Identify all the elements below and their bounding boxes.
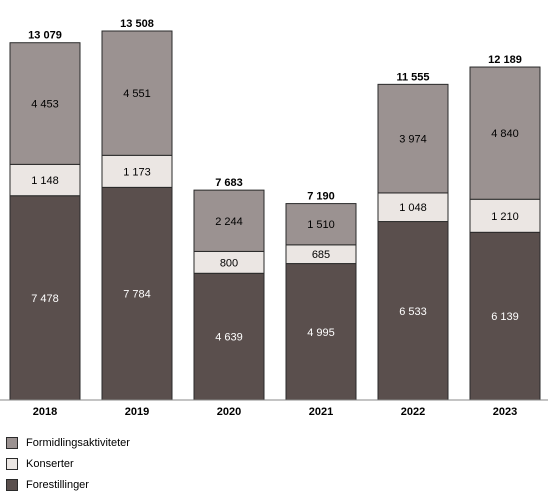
bar-konserter-2023 bbox=[469, 198, 541, 233]
total-label-2021: 7 190 bbox=[307, 191, 335, 203]
bar-forestillinger-2018 bbox=[9, 195, 81, 401]
data-label-formidlingsaktiviteter-2018: 4 453 bbox=[31, 99, 59, 111]
data-label-forestillinger-2018: 7 478 bbox=[31, 293, 59, 305]
x-tick-label-2019: 2019 bbox=[125, 406, 149, 418]
data-label-formidlingsaktiviteter-2023: 4 840 bbox=[491, 128, 519, 140]
data-label-forestillinger-2021: 4 995 bbox=[307, 327, 335, 339]
x-tick-label-2022: 2022 bbox=[401, 406, 425, 418]
bar-forestillinger-2021 bbox=[285, 263, 357, 401]
bar-formidlingsaktiviteter-2018 bbox=[9, 42, 81, 165]
x-tick-label-2020: 2020 bbox=[217, 406, 241, 418]
legend-label-forestillinger: Forestillinger bbox=[26, 478, 89, 491]
legend-label-formidlingsaktiviteter: Formidlingsaktiviteter bbox=[26, 436, 130, 449]
legend-item-forestillinger: Forestillinger bbox=[6, 474, 130, 495]
data-label-formidlingsaktiviteter-2021: 1 510 bbox=[307, 219, 335, 231]
data-label-konserter-2022: 1 048 bbox=[399, 202, 427, 214]
bar-forestillinger-2022 bbox=[377, 221, 449, 401]
bar-formidlingsaktiviteter-2019 bbox=[101, 30, 173, 156]
legend-swatch-konserter bbox=[6, 457, 18, 470]
total-label-2022: 11 555 bbox=[396, 71, 429, 83]
data-label-konserter-2021: 685 bbox=[312, 249, 330, 261]
legend-item-formidlingsaktiviteter: Formidlingsaktiviteter bbox=[6, 432, 130, 453]
data-label-konserter-2023: 1 210 bbox=[491, 211, 519, 223]
data-label-forestillinger-2022: 6 533 bbox=[399, 306, 427, 318]
data-label-formidlingsaktiviteter-2022: 3 974 bbox=[399, 134, 427, 146]
x-tick-label-2023: 2023 bbox=[493, 406, 517, 418]
bar-formidlingsaktiviteter-2020 bbox=[193, 189, 265, 252]
bar-konserter-2019 bbox=[101, 154, 173, 188]
legend: Formidlingsaktiviteter Konserter Foresti… bbox=[6, 432, 130, 495]
legend-label-konserter: Konserter bbox=[26, 457, 74, 470]
bar-forestillinger-2023 bbox=[469, 231, 541, 401]
data-label-forestillinger-2020: 4 639 bbox=[215, 332, 243, 344]
bar-formidlingsaktiviteter-2021 bbox=[285, 203, 357, 246]
total-label-2019: 13 508 bbox=[120, 18, 154, 30]
legend-swatch-forestillinger bbox=[6, 478, 18, 491]
bar-formidlingsaktiviteter-2022 bbox=[377, 83, 449, 194]
bar-formidlingsaktiviteter-2023 bbox=[469, 66, 541, 200]
data-label-konserter-2020: 800 bbox=[220, 257, 238, 269]
x-tick-label-2021: 2021 bbox=[309, 406, 333, 418]
bar-forestillinger-2019 bbox=[101, 186, 173, 401]
stacked-bar-chart: 7 478 1 148 4 453 13 079 2018 7 784 1 173 4 551… bbox=[0, 18, 548, 418]
total-label-2020: 7 683 bbox=[215, 177, 243, 189]
data-label-formidlingsaktiviteter-2020: 2 244 bbox=[215, 216, 243, 228]
total-label-2018: 13 079 bbox=[28, 30, 62, 42]
data-label-forestillinger-2023: 6 139 bbox=[491, 311, 519, 323]
legend-swatch-formidlingsaktiviteter bbox=[6, 436, 18, 449]
x-tick-label-2018: 2018 bbox=[33, 406, 57, 418]
data-label-konserter-2019: 1 173 bbox=[123, 166, 151, 178]
bars-group: 7 478 1 148 4 453 13 079 2018 7 784 1 173 4 551… bbox=[9, 18, 541, 418]
bar-konserter-2018 bbox=[9, 163, 81, 197]
total-label-2023: 12 189 bbox=[488, 54, 522, 66]
data-label-forestillinger-2019: 7 784 bbox=[123, 289, 151, 301]
data-label-konserter-2018: 1 148 bbox=[31, 175, 59, 187]
data-label-formidlingsaktiviteter-2019: 4 551 bbox=[123, 88, 151, 100]
legend-item-konserter: Konserter bbox=[6, 453, 130, 474]
